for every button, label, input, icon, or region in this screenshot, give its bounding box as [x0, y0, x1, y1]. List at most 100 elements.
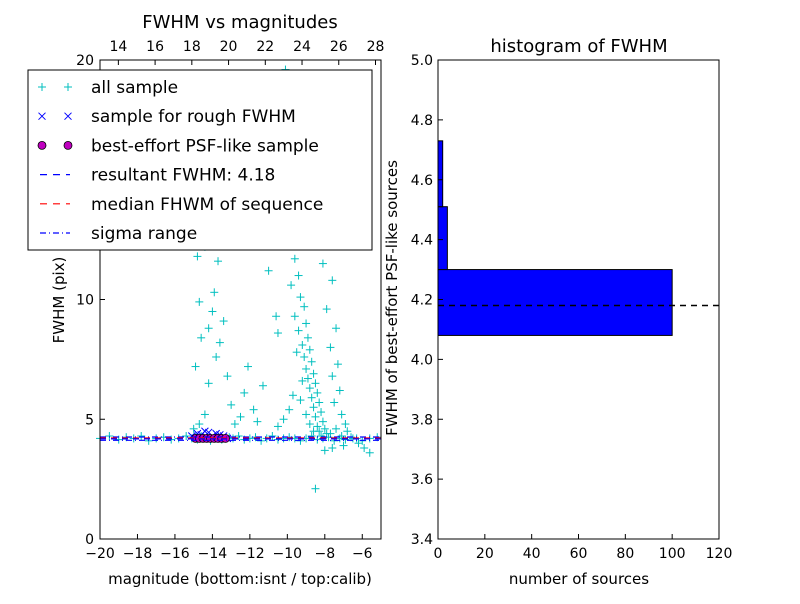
scatter-y-tick-label-4: 20: [76, 53, 94, 69]
scatter-point-s0-113: [305, 384, 314, 393]
histogram-x-tick-label-6: 120: [706, 546, 733, 562]
scatter-point-s0-141: [354, 439, 363, 448]
histogram-x-tick-label-4: 80: [616, 546, 634, 562]
scatter-title: FWHM vs magnitudes: [142, 12, 337, 33]
scatter-point-s0-139: [343, 427, 352, 436]
scatter-point-s0-112: [311, 379, 320, 388]
histogram-y-tick-label-5: 4.4: [411, 233, 433, 249]
histogram-y-tick-label-8: 5.0: [411, 53, 433, 69]
scatter-point-s0-72: [204, 324, 213, 333]
scatter-x-tick-label-0: −20: [85, 546, 115, 562]
scatter-top-tick-label-5: 24: [293, 39, 311, 55]
histogram-title: histogram of FWHM: [490, 36, 667, 57]
scatter-point-s0-116: [315, 398, 324, 407]
scatter-point-s0-106: [305, 345, 314, 354]
legend-marker-b-1: [64, 112, 72, 121]
scatter-point-s0-121: [313, 422, 322, 431]
legend-item-2: best-effort PSF-like sample: [37, 136, 319, 156]
histogram-x-tick-label-3: 60: [570, 546, 588, 562]
scatter-point-s0-117: [309, 403, 318, 412]
scatter-point-s0-85: [272, 312, 281, 321]
scatter-point-s0-99: [296, 293, 305, 302]
scatter-point-s0-96: [290, 254, 299, 263]
histogram-y-tick-label-4: 4.2: [411, 293, 433, 309]
scatter-point-s0-32: [273, 435, 282, 444]
histogram-bar-0: [437, 269, 673, 336]
scatter-top-tick-label-4: 22: [256, 39, 274, 55]
legend-item-0: all sample: [38, 78, 178, 98]
scatter-point-s0-138: [337, 432, 346, 441]
scatter-point-s0-127: [288, 391, 297, 400]
scatter-point-s0-83: [264, 266, 273, 275]
legend-marker-b-2: [63, 140, 73, 150]
scatter-top-tick-label-7: 28: [367, 39, 385, 55]
scatter-point-s0-145: [328, 443, 337, 452]
histogram-y-axis: 3.4 3.6 3.8 4.0 4.2 4.4 4.6 4.8 5.0: [411, 53, 443, 548]
scatter-point-s0-98: [287, 281, 296, 290]
histogram-bars: [437, 140, 673, 336]
scatter-x-tick-label-5: −10: [273, 546, 303, 562]
scatter-point-s0-131: [296, 396, 305, 405]
histogram-x-axis: 0 20 40 60 80 100 120: [434, 534, 733, 562]
scatter-point-s0-5: [137, 432, 146, 441]
histogram-y-tick-label-0: 3.4: [411, 532, 433, 548]
histogram-x-tick-label-5: 100: [659, 546, 686, 562]
histogram-x-tick-label-2: 40: [523, 546, 541, 562]
legend-item-5: sigma range: [40, 224, 197, 244]
histogram-x-tick-label-1: 20: [476, 546, 494, 562]
scatter-point-s0-161: [335, 386, 344, 395]
scatter-point-s0-55: [197, 333, 206, 342]
scatter-point-s0-111: [303, 374, 312, 383]
scatter-point-s0-86: [273, 329, 282, 338]
scatter-point-s0-159: [333, 360, 342, 369]
legend-item-4: median FHWM of sequence: [40, 195, 323, 215]
scatter-point-s0-63: [208, 307, 217, 316]
scatter-point-s0-50: [189, 424, 198, 433]
histogram-bar-1: [437, 206, 448, 271]
scatter-point-s0-156: [322, 305, 331, 314]
scatter-point-s0-162: [330, 398, 339, 407]
scatter-point-s0-120: [318, 417, 327, 426]
scatter-point-s0-97: [294, 271, 303, 280]
scatter-point-s0-119: [311, 412, 320, 421]
scatter-point-s0-132: [302, 410, 311, 419]
scatter-point-s0-128: [285, 405, 294, 414]
legend-marker-b-1-b: [64, 112, 72, 121]
scatter-point-s0-64: [210, 288, 219, 297]
scatter-y-tick-label-1: 5: [85, 412, 94, 428]
scatter-point-s0-51: [195, 420, 204, 429]
scatter-point-s0-146: [320, 446, 329, 455]
legend-marker-a-1-b: [38, 112, 46, 121]
scatter-point-s0-154: [318, 259, 327, 268]
scatter-y-tick-label-0: 0: [85, 532, 94, 548]
scatter-point-s0-137: [332, 424, 341, 433]
scatter-top-tick-label-2: 18: [183, 39, 201, 55]
legend-label-2: best-effort PSF-like sample: [91, 136, 319, 156]
scatter-x-tick-label-7: −6: [352, 546, 373, 562]
scatter-point-s0-130: [273, 422, 282, 431]
scatter-x-tick-label-2: −16: [160, 546, 190, 562]
scatter-x-tick-label-6: −8: [314, 546, 335, 562]
histogram-plot: histogram of FWHM 0 20 40 60 80 100 120 3.4 3.6…: [383, 36, 732, 588]
scatter-y-axis-label: FWHM (pix): [50, 257, 68, 344]
scatter-point-s0-68: [219, 317, 228, 326]
legend-marker-b-0: [64, 83, 72, 91]
scatter-point-s0-115: [307, 393, 316, 402]
scatter-point-s0-160: [328, 372, 337, 381]
scatter-point-s0-118: [317, 408, 326, 417]
scatter-point-s0-105: [298, 341, 307, 350]
histogram-y-tick-label-7: 4.8: [411, 113, 433, 129]
scatter-point-s0-70: [227, 400, 236, 409]
histogram-x-tick-label-0: 0: [434, 546, 443, 562]
scatter-point-s0-155: [328, 276, 337, 285]
scatter-point-s0-81: [253, 417, 262, 426]
scatter-point-s0-133: [305, 420, 314, 429]
scatter-point-s0-163: [337, 410, 346, 419]
legend-marker-a-1: [38, 112, 46, 121]
histogram-y-axis-label: FWHM of best-effort PSF-like sources: [383, 160, 401, 436]
scatter-point-s0-67: [215, 338, 224, 347]
scatter-point-s0-134: [309, 427, 318, 436]
scatter-reference-lines: [100, 436, 381, 441]
scatter-point-s0-11: [182, 432, 191, 441]
